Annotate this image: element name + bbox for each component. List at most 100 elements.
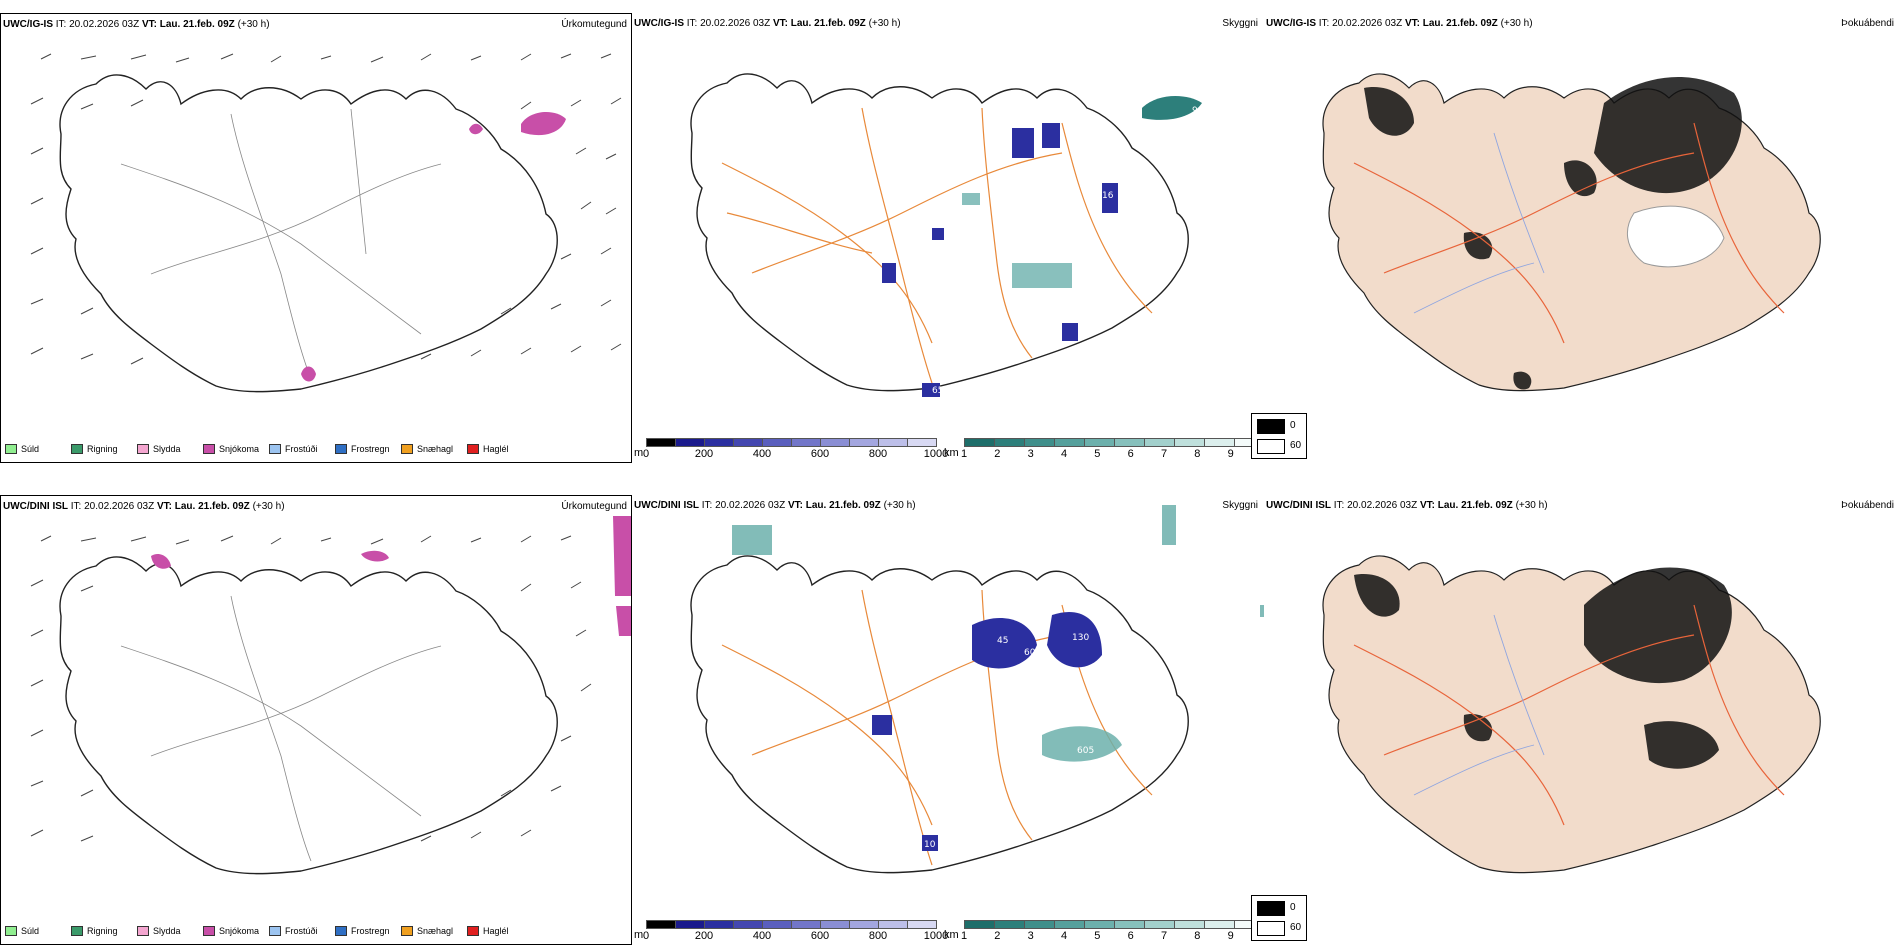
panel-header: UWC/IG-IS IT: 20.02.2026 03Z VT: Lau. 21… <box>3 19 270 30</box>
scale-segment <box>1144 920 1175 929</box>
fog-indicator-map-bottom <box>1322 555 1821 874</box>
scale-tick: 9 <box>1227 930 1234 942</box>
panel-header: UWC/IG-IS IT: 20.02.2026 03Z VT: Lau. 21… <box>634 18 901 29</box>
legend-label: Haglél <box>483 926 509 936</box>
scale-segment <box>878 438 908 447</box>
panel-title: Skyggni <box>1222 18 1258 29</box>
fog-label-low: 0 <box>1290 902 1296 913</box>
scale-segment <box>849 920 879 929</box>
it-label: IT: <box>70 501 82 512</box>
legend-item: Rigning <box>71 444 133 454</box>
visibility-unit: km <box>944 929 959 941</box>
legend-swatch <box>401 444 413 454</box>
legend-item: Súld <box>5 444 67 454</box>
it-value: 20.02.2026 03Z <box>715 500 786 511</box>
scale-segment <box>1174 920 1205 929</box>
legend-item: Frostregn <box>335 444 397 454</box>
panel-title: Úrkomutegund <box>561 19 627 30</box>
ceiling-visibility-panel-bottom: 45 60 130 605 10 UWC/DINI ISL IT: 20.02.… <box>632 495 1270 945</box>
legend-label: Snjókoma <box>219 926 260 936</box>
precip-type-panel-top: UWC/IG-IS IT: 20.02.2026 03Z VT: Lau. 21… <box>0 13 632 463</box>
vt-label: VT: <box>1404 18 1420 29</box>
vt-label: VT: <box>1419 500 1435 511</box>
legend-item: Frostúði <box>269 926 331 936</box>
scale-segment <box>964 438 995 447</box>
fog-label-low: 0 <box>1290 420 1296 431</box>
vt-label: VT: <box>141 19 157 30</box>
legend-item: Haglél <box>467 444 529 454</box>
scale-segment <box>994 438 1025 447</box>
ceiling-visibility-map-top: 30 55 16 65 981 <box>690 73 1209 397</box>
precip-type-map-top <box>30 53 622 393</box>
scale-segment <box>733 438 763 447</box>
ceiling-label: 30 <box>1084 131 1096 141</box>
scale-segment <box>704 920 734 929</box>
scale-segment <box>1054 438 1085 447</box>
scale-tick: 3 <box>1027 448 1034 460</box>
lead-time: (+30 h) <box>1500 18 1533 29</box>
it-value: 20.02.2026 03Z <box>1332 18 1403 29</box>
scale-segment <box>849 438 879 447</box>
legend-swatch <box>401 926 413 936</box>
legend-item: Snjókoma <box>203 444 265 454</box>
legend-swatch <box>203 444 215 454</box>
fog-legend: 0 60 <box>1251 895 1307 941</box>
legend-swatch <box>467 444 479 454</box>
legend-swatch <box>467 926 479 936</box>
scale-segment <box>907 920 937 929</box>
legend-label: Frostúði <box>285 926 318 936</box>
scale-segment <box>762 438 792 447</box>
scale-tick: 8 <box>1194 448 1201 460</box>
scale-segment <box>791 438 821 447</box>
scale-segment <box>791 920 821 929</box>
fog-label-high: 60 <box>1290 440 1302 451</box>
model-name: UWC/IG-IS <box>3 19 53 30</box>
ceiling-label: 16 <box>1102 191 1114 201</box>
panel-header: UWC/DINI ISL IT: 20.02.2026 03Z VT: Lau.… <box>3 501 285 512</box>
legend-label: Rigning <box>87 926 118 936</box>
legend-item: Haglél <box>467 926 529 936</box>
panel-title: Skyggni <box>1222 500 1258 511</box>
scale-segment <box>1054 920 1085 929</box>
scale-tick: 800 <box>868 930 888 942</box>
it-label: IT: <box>55 19 67 30</box>
ceiling-scale: m 0 200 400 600 800 1000 <box>634 920 954 944</box>
legend-item: Snæhagl <box>401 444 463 454</box>
scale-tick: 9 <box>1227 448 1234 460</box>
scale-segment <box>1144 438 1175 447</box>
ceiling-label: 605 <box>1077 746 1094 756</box>
legend-swatch <box>335 926 347 936</box>
lead-time: (+30 h) <box>252 501 285 512</box>
scale-segment <box>704 438 734 447</box>
scale-segment <box>646 920 676 929</box>
legend-label: Slydda <box>153 444 181 454</box>
legend-swatch <box>203 926 215 936</box>
lead-time: (+30 h) <box>883 500 916 511</box>
legend-label: Frostúði <box>285 444 318 454</box>
ceiling-label: 981 <box>1192 106 1209 116</box>
it-label: IT: <box>701 500 713 511</box>
it-value: 20.02.2026 03Z <box>69 19 140 30</box>
legend-label: Snjókoma <box>219 444 260 454</box>
vt-label: VT: <box>787 500 803 511</box>
panel-title: Þokuábendi <box>1841 500 1894 511</box>
legend-item: Frostregn <box>335 926 397 936</box>
ceiling-label: 10 <box>924 840 936 850</box>
scale-segment <box>820 438 850 447</box>
legend-label: Snæhagl <box>417 926 454 936</box>
precip-legend: Súld Rigning Slydda Snjókoma Frostúði Fr… <box>5 926 529 936</box>
scale-segment <box>1024 438 1055 447</box>
scale-segment <box>1084 920 1115 929</box>
visibility-scale: km 12345678910 <box>944 920 1270 944</box>
scale-segment <box>646 438 676 447</box>
scale-segment <box>1024 920 1055 929</box>
legend-swatch <box>269 444 281 454</box>
it-value: 20.02.2026 03Z <box>1347 500 1418 511</box>
scale-segment <box>1174 438 1205 447</box>
scale-segment <box>1114 438 1145 447</box>
precip-type-panel-bottom: UWC/DINI ISL IT: 20.02.2026 03Z VT: Lau.… <box>0 495 632 945</box>
legend-label: Frostregn <box>351 444 390 454</box>
legend-item: Súld <box>5 926 67 936</box>
legend-item: Rigning <box>71 926 133 936</box>
ceiling-label: 130 <box>1072 633 1089 643</box>
